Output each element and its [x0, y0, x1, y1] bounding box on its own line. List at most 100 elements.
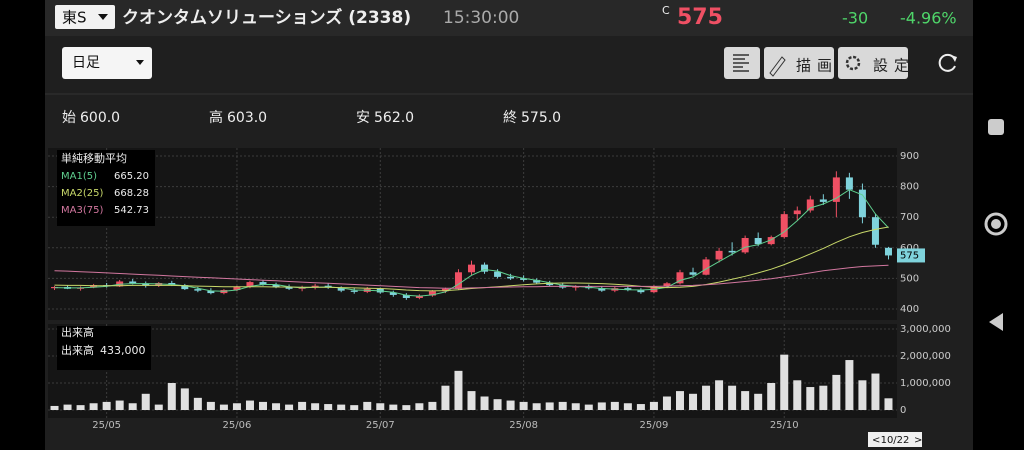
volume-bar — [363, 401, 372, 410]
volume-bar — [193, 397, 202, 410]
candle-body — [676, 272, 684, 284]
candle-body — [728, 250, 736, 253]
volume-bar — [715, 380, 724, 410]
date-prev[interactable]: < — [872, 435, 880, 446]
legend-value: 542.73 — [114, 205, 149, 216]
candle-body — [402, 294, 410, 298]
summary-value: 603.0 — [227, 110, 267, 126]
legend-name: MA1(5) — [61, 171, 97, 182]
volume-bar — [884, 398, 893, 410]
volume-bar — [532, 403, 541, 410]
volume-bar — [337, 404, 346, 410]
volume-bar — [376, 403, 385, 410]
volume-tick-label: 1,000,000 — [900, 378, 951, 389]
period: 日足 — [72, 55, 100, 71]
volume-bar — [128, 403, 137, 410]
x-tick-label: 25/08 — [509, 420, 538, 431]
change-pct: -4.96% — [900, 9, 957, 28]
top-bar — [45, 0, 973, 36]
volume-bar — [76, 405, 85, 410]
y-tick-label: 800 — [900, 182, 919, 193]
candle-body — [415, 295, 423, 298]
candle-body — [481, 264, 489, 272]
ma-line — [54, 264, 889, 289]
volume-bar — [871, 373, 880, 410]
volume-bar — [219, 404, 228, 410]
candle-body — [337, 287, 345, 291]
volume-bar — [402, 405, 411, 410]
volume-bar — [806, 387, 815, 410]
legend-value: 665.20 — [114, 171, 149, 182]
draw-button[interactable] — [764, 47, 834, 79]
date-next[interactable]: > — [914, 435, 922, 446]
volume-bar — [167, 383, 176, 410]
volume-bar — [519, 401, 528, 410]
summary-label: 安 — [356, 110, 370, 126]
candle-body — [272, 284, 280, 287]
y-tick-label: 700 — [900, 212, 919, 223]
x-tick-label: 25/07 — [366, 420, 395, 431]
volume-bar — [506, 400, 515, 410]
volume-bar — [793, 380, 802, 410]
nav-recents[interactable] — [988, 119, 1004, 135]
draw-label: 描画 — [796, 57, 838, 75]
volume-tick-label: 2,000,000 — [900, 351, 951, 362]
nav-home[interactable] — [984, 212, 1008, 236]
refresh-icon[interactable] — [938, 53, 956, 72]
volume-bar — [545, 402, 554, 410]
summary-label: 高 — [209, 109, 223, 126]
volume-bar — [154, 404, 163, 410]
dropdown-arrow — [98, 14, 108, 20]
volume-bar — [63, 404, 72, 410]
period-select[interactable] — [62, 47, 152, 79]
price-prefix: C — [662, 4, 670, 17]
candle-body — [246, 282, 254, 287]
candle-body — [285, 286, 293, 289]
ma-line — [54, 189, 889, 297]
candle-body — [806, 199, 814, 211]
candle-body — [259, 282, 267, 285]
volume-bar — [441, 385, 450, 410]
volume-tick-label: 3,000,000 — [900, 324, 951, 335]
volume-bar — [597, 402, 606, 410]
volume-bar — [702, 385, 711, 410]
pencil-icon — [769, 56, 786, 77]
settings-button[interactable] — [838, 47, 908, 79]
candle-body — [428, 291, 436, 296]
volume-bar — [428, 401, 437, 410]
candle-body — [793, 210, 801, 215]
candle-body — [90, 285, 98, 288]
volume-bar — [780, 354, 789, 410]
summary-label: 始 — [62, 110, 76, 126]
volume-bar — [141, 393, 150, 410]
candle-body — [832, 177, 840, 202]
stock-name: クオンタムソリューションズ (2338) — [122, 7, 411, 28]
price-plot — [48, 148, 897, 320]
volume-bar — [832, 374, 841, 410]
market-select[interactable] — [55, 5, 115, 29]
volume-bar — [858, 380, 867, 410]
settings-label: 設定 — [873, 57, 915, 75]
candle-body — [689, 272, 697, 275]
summary-label: 終 — [503, 110, 517, 126]
volume-bar — [311, 403, 320, 410]
nav-back[interactable] — [989, 313, 1003, 331]
candle-body — [845, 177, 853, 190]
candle-body — [702, 259, 710, 275]
list-icon — [733, 54, 749, 72]
y-tick-label: 400 — [900, 304, 919, 315]
candle-body — [350, 290, 358, 292]
date-nav[interactable] — [868, 432, 922, 447]
volume-bar — [206, 401, 215, 410]
volume-bar — [454, 370, 463, 410]
volume-bar — [571, 403, 580, 410]
volume-bar — [649, 401, 658, 410]
candle-body — [598, 288, 606, 291]
volume-bar — [89, 403, 98, 410]
volume-bar — [636, 404, 645, 410]
volume-bar — [767, 383, 776, 410]
x-tick-label: 25/06 — [223, 420, 252, 431]
change: -30 — [842, 9, 868, 28]
price: 575 — [677, 5, 723, 30]
candle-body — [884, 247, 892, 256]
